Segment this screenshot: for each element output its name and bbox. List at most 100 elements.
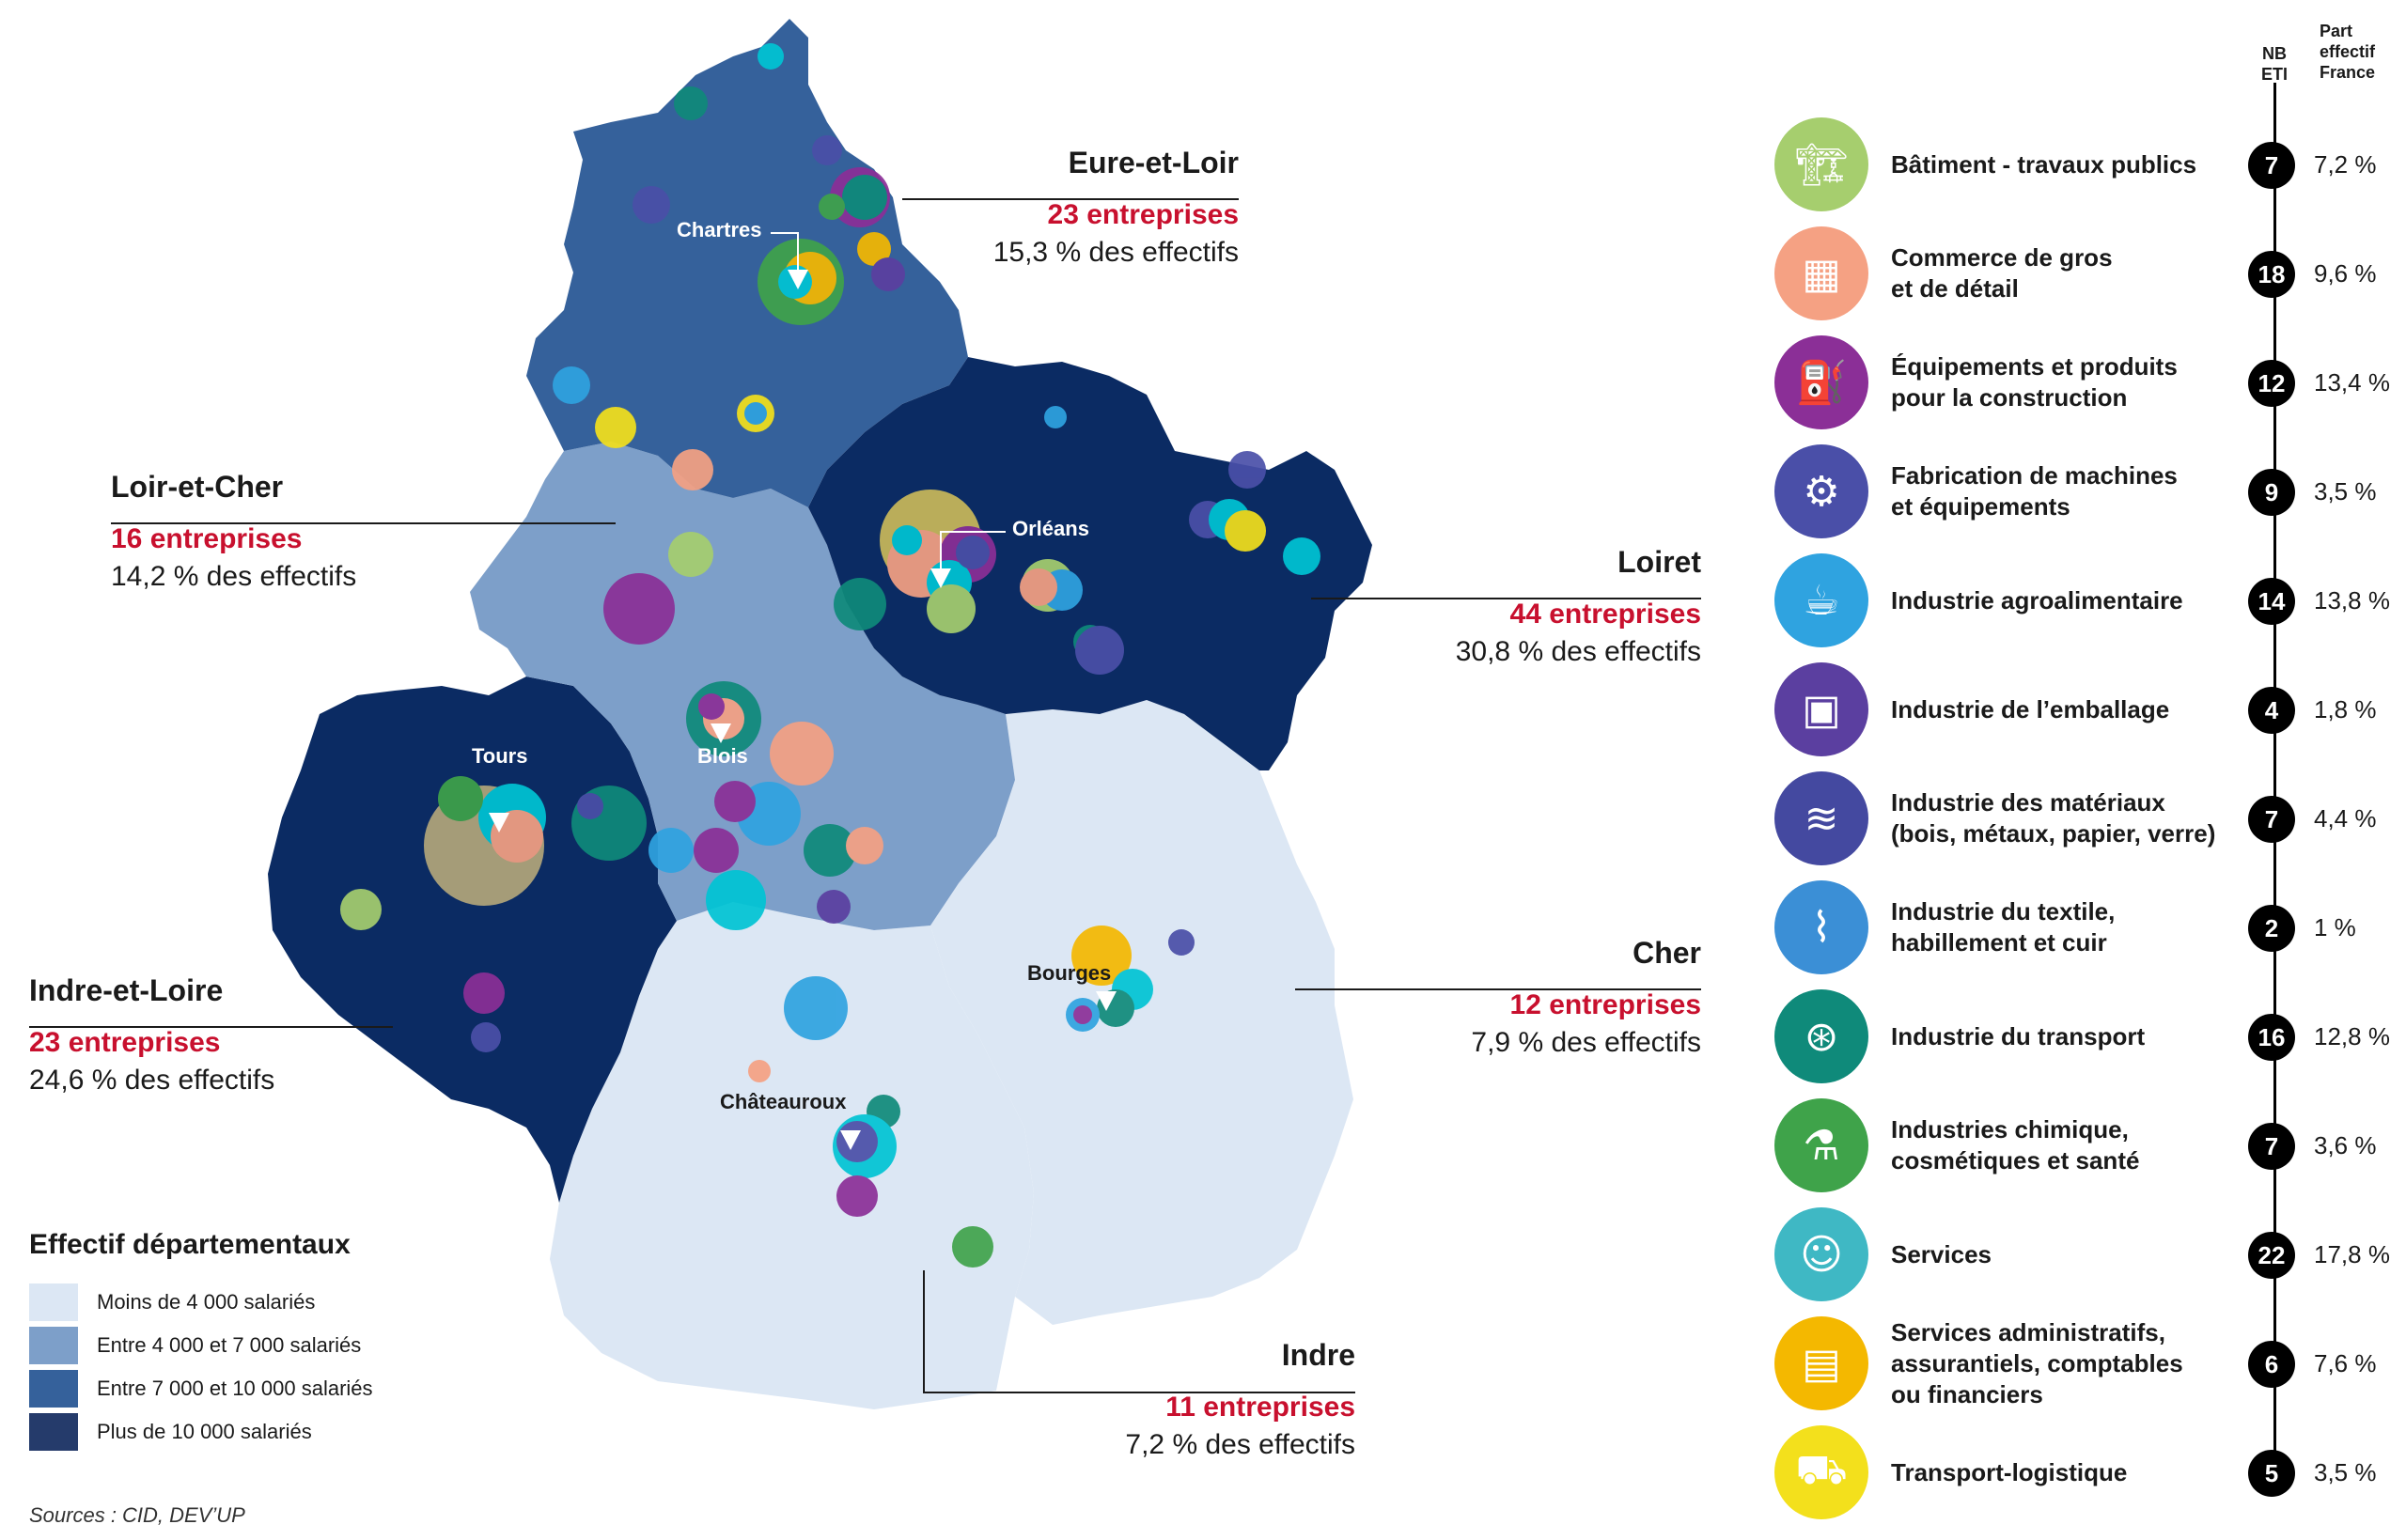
map-svg xyxy=(29,19,1701,1409)
sector-part: 4,4 % xyxy=(2314,803,2377,832)
header-nb-eti: NB ETI xyxy=(2260,44,2288,84)
company-bubble xyxy=(857,232,891,266)
dept-name: Indre xyxy=(1281,1338,1355,1372)
sector-part: 7,2 % xyxy=(2314,149,2377,179)
people-icon: ☺ xyxy=(1774,1207,1868,1301)
dept-count: 12 entreprises xyxy=(1509,989,1701,1020)
legend-label: Plus de 10 000 salariés xyxy=(97,1420,312,1443)
sector-nb: 7 xyxy=(2248,796,2295,843)
logs-icon: ≋ xyxy=(1774,771,1868,865)
city-leader-lines xyxy=(771,232,1006,568)
company-bubble xyxy=(1073,1005,1092,1024)
sector-label: Industrie du transport xyxy=(1891,1021,2146,1050)
dept-count: 11 entreprises xyxy=(1165,1392,1355,1423)
dept-count: 23 entreprises xyxy=(29,1027,221,1058)
company-bubble xyxy=(819,194,845,220)
sector-nb: 7 xyxy=(2248,1123,2295,1170)
company-bubble xyxy=(553,366,590,404)
company-bubble xyxy=(633,186,670,224)
wheel-icon: ⊛ xyxy=(1774,989,1868,1083)
sector-row: ⚗ Industries chimique, cosmétiques et sa… xyxy=(1774,1098,2404,1192)
company-bubble xyxy=(748,1060,771,1082)
company-bubble xyxy=(846,827,883,864)
company-bubble xyxy=(812,135,842,165)
dept-callout-cher: Cher 12 entreprises 7,9 % des effectifs xyxy=(1325,936,1701,1059)
dept-name: Loiret xyxy=(1617,545,1701,579)
sector-label: Bâtiment - travaux publics xyxy=(1891,149,2197,179)
legend-label: Entre 7 000 et 10 000 salariés xyxy=(97,1377,373,1400)
legend-swatch xyxy=(29,1283,78,1321)
robot-arm-icon: ⚙ xyxy=(1774,444,1868,538)
thread-icon: ⌇ xyxy=(1774,880,1868,974)
legend-swatch xyxy=(29,1370,78,1408)
sector-row: ▦ Commerce de gros et de détail 18 9,6 % xyxy=(1774,226,2404,320)
city-marker-blois xyxy=(711,723,731,743)
sector-label: Services xyxy=(1891,1239,1992,1268)
sector-nb: 16 xyxy=(2248,1014,2295,1061)
company-bubble xyxy=(694,828,739,873)
dept-share: 24,6 % des effectifs xyxy=(29,1065,275,1096)
legend-item: Moins de 4 000 salariés xyxy=(29,1283,315,1321)
company-bubble xyxy=(1168,929,1195,956)
dept-shape-indre-et-loire xyxy=(268,677,677,1203)
company-bubble xyxy=(744,402,767,425)
legend-label: Entre 4 000 et 7 000 salariés xyxy=(97,1333,362,1357)
sector-row: ▤ Services administratifs, assurantiels,… xyxy=(1774,1316,2404,1410)
company-bubble xyxy=(758,43,784,70)
company-bubble xyxy=(1071,926,1132,986)
legend-swatch xyxy=(29,1327,78,1364)
sector-glyph: ▤ xyxy=(1802,1339,1841,1388)
sector-glyph: ⚙ xyxy=(1803,467,1840,516)
sector-glyph: ⚗ xyxy=(1803,1121,1840,1170)
paint-bucket-icon: ⛽ xyxy=(1774,335,1868,429)
city-marker-orleans xyxy=(930,568,951,588)
sector-row: ⛽ Équipements et produits pour la constr… xyxy=(1774,335,2404,429)
company-bubble xyxy=(471,1022,501,1052)
company-bubble xyxy=(674,86,708,120)
company-bubble xyxy=(706,870,766,930)
sector-glyph: ⛽ xyxy=(1795,359,1848,407)
company-bubble xyxy=(1044,406,1067,428)
sector-glyph: ⌇ xyxy=(1811,903,1832,952)
sector-nb: 2 xyxy=(2248,905,2295,952)
company-bubble xyxy=(1020,568,1057,606)
dept-name: Eure-et-Loir xyxy=(1068,146,1239,179)
company-bubble xyxy=(698,693,725,720)
dept-share: 7,2 % des effectifs xyxy=(1125,1429,1355,1460)
city-label-blois: Blois xyxy=(697,744,748,768)
sector-glyph: ⊛ xyxy=(1804,1012,1839,1061)
city-markers xyxy=(489,270,1117,1150)
dept-callout-eure-et-loir: Eure-et-Loir 23 entreprises 15,3 % des e… xyxy=(940,146,1239,269)
company-bubble xyxy=(438,776,483,821)
company-bubble xyxy=(927,584,976,633)
company-bubble xyxy=(1283,537,1320,575)
company-bubble xyxy=(714,781,756,822)
sector-row: ☺ Services 22 17,8 % xyxy=(1774,1207,2404,1301)
company-bubble xyxy=(817,890,851,924)
dept-callout-loir-et-cher: Loir-et-Cher 16 entreprises 14,2 % des e… xyxy=(111,470,356,593)
shelves-icon: ▦ xyxy=(1774,226,1868,320)
city-marker-chateauroux xyxy=(840,1130,861,1150)
dept-name: Cher xyxy=(1633,936,1701,970)
region-map: Chartres Orléans Blois Tours Bourges Châ… xyxy=(29,19,1701,1527)
dept-share: 30,8 % des effectifs xyxy=(1455,636,1701,667)
company-bubble xyxy=(463,972,505,1014)
company-bubble xyxy=(836,1175,878,1217)
company-bubble xyxy=(842,175,887,220)
company-bubble xyxy=(892,525,922,555)
legend-swatch xyxy=(29,1413,78,1451)
sector-glyph: ▣ xyxy=(1802,685,1841,734)
chemistry-icon: ⚗ xyxy=(1774,1098,1868,1192)
sector-label: Industrie agroalimentaire xyxy=(1891,585,2183,614)
sector-part: 3,6 % xyxy=(2314,1130,2377,1159)
sector-row: 🏗 Bâtiment - travaux publics 7 7,2 % xyxy=(1774,117,2404,211)
legend-item: Entre 4 000 et 7 000 salariés xyxy=(29,1327,361,1364)
sector-part: 3,5 % xyxy=(2314,1457,2377,1486)
dept-callout-loiret: Loiret 44 entreprises 30,8 % des effecti… xyxy=(1325,545,1701,668)
sector-part: 3,5 % xyxy=(2314,476,2377,506)
company-bubble xyxy=(577,793,603,819)
company-bubble xyxy=(603,573,675,645)
city-label-tours: Tours xyxy=(472,744,528,768)
company-bubble xyxy=(836,1121,878,1162)
city-marker-tours xyxy=(489,813,509,832)
